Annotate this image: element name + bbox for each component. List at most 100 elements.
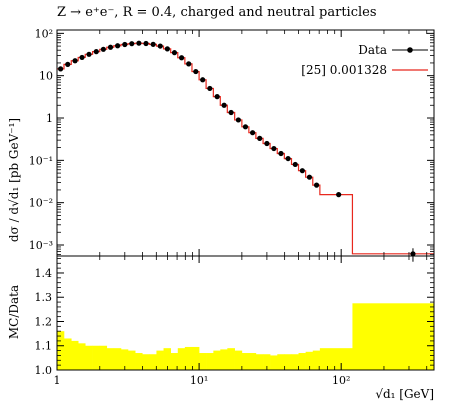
- ratio-band-bin: [78, 343, 86, 370]
- ratio-y-axis-label: MC/Data: [7, 285, 21, 339]
- ratio-y-tick-label: 1.3: [35, 291, 53, 304]
- data-point-marker: [313, 182, 320, 188]
- data-point-marker: [157, 43, 163, 49]
- ratio-band-bin: [71, 340, 79, 370]
- data-point-marker: [285, 155, 291, 162]
- ratio-band-bin: [92, 345, 101, 370]
- data-point: [306, 174, 313, 180]
- ratio-band-bin: [113, 348, 122, 370]
- ratio-band-bin: [319, 348, 353, 370]
- ratio-band-bin: [177, 348, 186, 370]
- data-point: [122, 41, 128, 48]
- data-point: [186, 61, 192, 67]
- data-point: [86, 51, 92, 57]
- ratio-band-bin: [128, 350, 136, 370]
- ratio-y-tick-label: 1.2: [35, 315, 53, 328]
- ratio-plot-frame: [56, 255, 435, 371]
- ratio-band-bin: [248, 353, 257, 370]
- data-point: [193, 68, 199, 75]
- data-point: [100, 46, 106, 52]
- data-point: [93, 49, 99, 55]
- data-point: [278, 150, 284, 157]
- ratio-band-bin: [191, 346, 200, 370]
- data-point: [143, 40, 149, 47]
- ratio-band-bin: [149, 354, 157, 370]
- data-point: [136, 40, 142, 46]
- ratio-band-bin: [263, 354, 271, 370]
- data-point-marker: [299, 168, 305, 174]
- data-points: [57, 40, 416, 262]
- data-point: [164, 46, 170, 52]
- data-point: [299, 168, 305, 174]
- data-point: [336, 192, 342, 198]
- data-point-marker: [79, 54, 85, 61]
- data-point-marker: [57, 66, 64, 72]
- data-point: [79, 54, 85, 61]
- data-point-marker: [193, 68, 199, 75]
- data-point: [221, 102, 227, 108]
- data-point: [129, 41, 135, 47]
- ratio-band-bin: [163, 348, 171, 370]
- ratio-band-bin: [213, 350, 221, 370]
- data-point: [271, 145, 277, 152]
- data-point-marker: [107, 44, 114, 50]
- data-point-marker: [164, 46, 170, 52]
- y-tick-label: 10⁻¹: [29, 154, 53, 167]
- data-point-marker: [100, 46, 106, 52]
- ratio-band-bin: [305, 351, 314, 370]
- y-tick-label: 10²: [35, 27, 53, 40]
- data-point-marker: [306, 174, 313, 180]
- ratio-band-bin: [63, 338, 72, 370]
- data-point-marker: [336, 192, 342, 198]
- ratio-band-bin: [142, 354, 150, 370]
- ratio-band-bin: [199, 353, 207, 370]
- data-point: [264, 140, 270, 147]
- data-point: [178, 55, 185, 61]
- data-point-marker: [122, 41, 128, 48]
- data-point: [285, 155, 291, 162]
- data-point: [313, 182, 320, 188]
- ratio-band-bin: [170, 353, 179, 370]
- ratio-y-tick-label: 1.1: [35, 340, 53, 353]
- ratio-band-bin: [184, 346, 193, 370]
- data-point-marker: [200, 77, 206, 83]
- data-point: [200, 77, 206, 83]
- data-point: [115, 43, 121, 49]
- data-point-marker: [115, 43, 121, 49]
- x-axis-label: √d₁ [GeV]: [375, 387, 434, 401]
- data-point-marker: [65, 61, 71, 67]
- data-point-marker: [292, 161, 298, 168]
- ratio-band-bin: [106, 348, 115, 370]
- ratio-band-bin: [206, 353, 214, 370]
- data-point: [157, 43, 163, 49]
- axis-ticks: [56, 30, 434, 371]
- ratio-band-bin: [352, 303, 435, 370]
- data-point-marker: [171, 50, 178, 56]
- ratio-band-bin: [234, 350, 243, 370]
- data-point-marker: [93, 49, 99, 55]
- chart-title: Z → e⁺e⁻, R = 0.4, charged and neutral p…: [57, 5, 377, 20]
- data-point: [257, 135, 263, 141]
- data-point-marker: [228, 109, 234, 116]
- data-point: [235, 117, 241, 123]
- data-point-marker: [207, 85, 213, 92]
- data-point: [214, 94, 220, 100]
- data-point-marker: [143, 40, 149, 47]
- y-tick-label: 10⁻³: [29, 239, 53, 252]
- ratio-band-bin: [120, 349, 129, 370]
- legend-entry-mc: [25] 0.001328: [301, 63, 387, 77]
- data-point: [250, 130, 256, 136]
- ratio-band-bin: [220, 349, 228, 370]
- ratio-band: [57, 303, 435, 370]
- ratio-band-bin: [298, 353, 306, 370]
- x-tick-label: 1: [54, 374, 61, 387]
- x-tick-label: 10²: [332, 374, 350, 387]
- y-tick-label: 10⁻²: [29, 197, 53, 210]
- ratio-band-bin: [277, 354, 285, 370]
- data-point-marker: [250, 130, 256, 136]
- ratio-band-bin: [284, 354, 292, 370]
- ratio-band-bin: [255, 354, 264, 370]
- data-point: [207, 85, 213, 92]
- data-point-marker: [410, 251, 416, 257]
